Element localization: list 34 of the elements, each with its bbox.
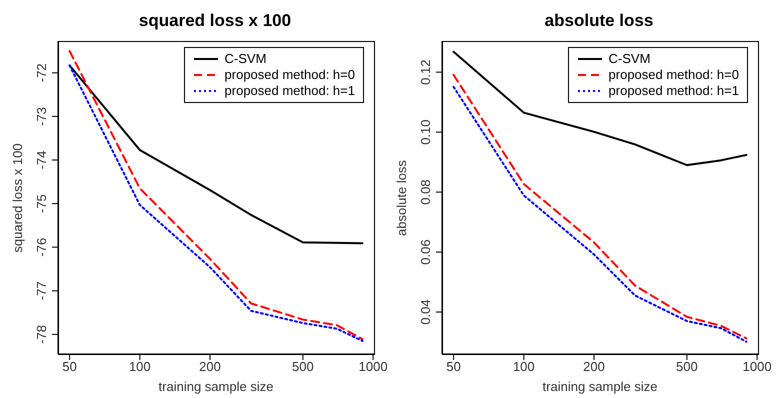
y-tick-label: -72 bbox=[34, 63, 49, 82]
y-tick-label: 0.08 bbox=[418, 179, 433, 205]
x-tick-label: 50 bbox=[62, 359, 77, 374]
legend-label: proposed method: h=0 bbox=[224, 67, 355, 83]
y-tick-label: 0.06 bbox=[418, 239, 433, 265]
x-tick-label: 50 bbox=[446, 359, 461, 374]
y-tick-label: -74 bbox=[34, 150, 49, 170]
chart-title: squared loss x 100 bbox=[138, 10, 292, 32]
x-tick-label: 200 bbox=[583, 359, 605, 374]
x-tick-label: 1000 bbox=[742, 359, 772, 374]
chart-title: absolute loss bbox=[544, 10, 654, 32]
y-tick-label: -75 bbox=[34, 194, 49, 213]
y-axis-title: squared loss x 100 bbox=[10, 142, 26, 252]
y-tick-label: -76 bbox=[34, 238, 49, 257]
x-tick-label: 200 bbox=[199, 359, 221, 374]
x-tick-label: 500 bbox=[676, 359, 698, 374]
legend-label: C-SVM bbox=[224, 51, 266, 67]
x-tick-label: 100 bbox=[128, 359, 151, 374]
y-tick-label: -78 bbox=[34, 324, 49, 344]
y-tick-label: 0.04 bbox=[418, 299, 433, 325]
x-axis-title: training sample size bbox=[158, 378, 274, 396]
legend-label: C-SVM bbox=[608, 51, 650, 67]
y-tick-label: -73 bbox=[34, 107, 49, 126]
legend-label: proposed method: h=0 bbox=[608, 67, 739, 83]
y-tick-label: -77 bbox=[34, 281, 49, 300]
legend-label: proposed method: h=1 bbox=[224, 83, 355, 99]
x-tick-label: 500 bbox=[292, 359, 314, 374]
x-axis-title: training sample size bbox=[542, 378, 658, 396]
y-tick-label: 0.10 bbox=[418, 119, 433, 145]
x-tick-label: 100 bbox=[512, 359, 535, 374]
y-tick-label: 0.12 bbox=[418, 60, 433, 85]
legend-label: proposed method: h=1 bbox=[608, 83, 739, 99]
y-axis-title: absolute loss bbox=[394, 160, 410, 236]
x-tick-label: 1000 bbox=[358, 359, 388, 374]
